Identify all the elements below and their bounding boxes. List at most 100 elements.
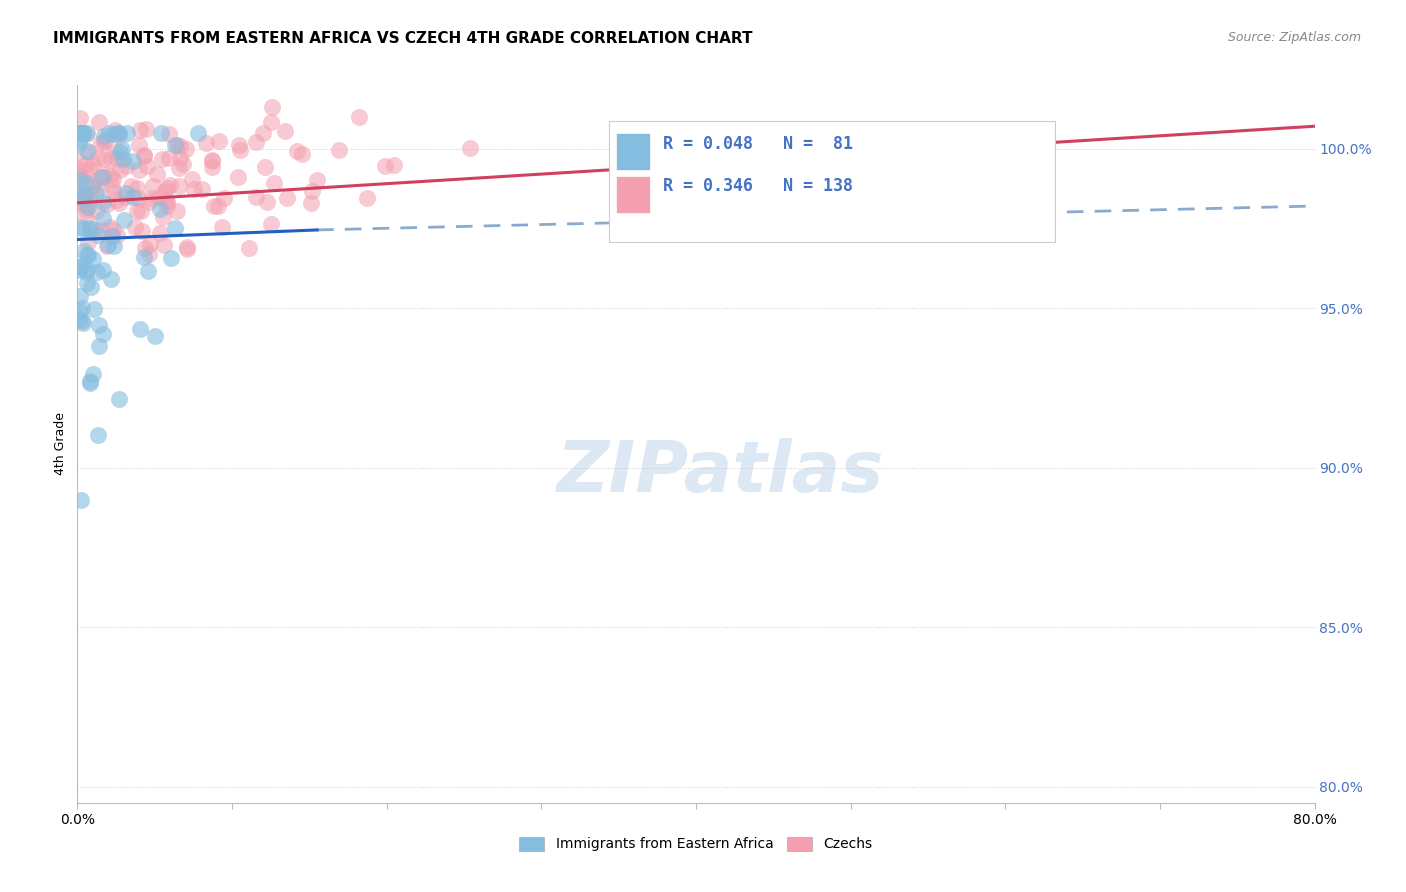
Point (91, 211, 114, 225)
Point (67, 126, 90, 140)
Point (108, 163, 131, 178)
Point (100, 168, 122, 182)
Point (101, 179, 124, 194)
Point (260, 100, 283, 114)
Point (112, 152, 135, 166)
Point (155, 195, 177, 210)
Point (94, 167, 117, 181)
Point (84, 204, 107, 219)
Text: Source: ZipAtlas.com: Source: ZipAtlas.com (1227, 31, 1361, 45)
Point (69, 186, 91, 200)
Point (328, 143, 350, 157)
Point (108, 392, 131, 406)
Point (87, 152, 110, 166)
Point (72, 221, 94, 235)
Point (256, 195, 278, 210)
Point (79, 375, 101, 389)
Point (157, 152, 180, 166)
Legend: Immigrants from Eastern Africa, Czechs: Immigrants from Eastern Africa, Czechs (515, 831, 877, 857)
Text: R = 0.048   N =  81: R = 0.048 N = 81 (662, 135, 852, 153)
Point (79, 163, 101, 178)
Point (91, 263, 114, 277)
Point (72, 244, 94, 258)
Point (73, 198, 96, 212)
Point (82, 252, 104, 266)
Point (191, 182, 214, 196)
Point (101, 172, 124, 186)
Point (104, 145, 127, 159)
Point (104, 122, 127, 136)
Point (87, 115, 110, 129)
Point (76, 235, 98, 249)
Point (115, 126, 138, 140)
Point (67, 191, 90, 205)
Point (87, 428, 110, 442)
Point (176, 142, 198, 156)
Point (91, 327, 114, 342)
Point (83, 302, 105, 317)
Point (149, 202, 172, 216)
Point (132, 149, 155, 163)
Point (208, 134, 231, 148)
Point (107, 126, 129, 140)
Point (98, 220, 121, 235)
Point (94, 133, 117, 147)
Point (96, 239, 118, 253)
Point (70, 301, 93, 316)
Point (90, 223, 112, 237)
Point (374, 159, 396, 173)
Point (129, 321, 152, 335)
Bar (616, 176, 650, 213)
Point (201, 154, 224, 169)
Point (87, 227, 110, 242)
Point (135, 159, 157, 173)
Point (245, 136, 267, 150)
Point (229, 143, 252, 157)
Point (166, 138, 188, 153)
Point (159, 178, 181, 192)
Point (69, 111, 91, 125)
Point (76, 144, 98, 158)
Point (70, 493, 93, 508)
Point (285, 144, 308, 158)
Point (69, 289, 91, 303)
Point (139, 237, 162, 252)
Point (67, 197, 90, 211)
Point (75, 202, 97, 217)
Y-axis label: 4th Grade: 4th Grade (53, 412, 67, 475)
Point (142, 178, 165, 193)
Point (72, 316, 94, 330)
Point (79, 376, 101, 390)
Point (72, 126, 94, 140)
Point (108, 145, 131, 159)
Point (276, 191, 298, 205)
Point (150, 152, 173, 166)
Text: ZIPatlas: ZIPatlas (557, 438, 884, 507)
Point (90, 136, 112, 150)
Point (263, 176, 285, 190)
Point (131, 224, 153, 238)
Point (82, 178, 104, 193)
Point (245, 190, 267, 204)
Point (136, 264, 159, 278)
Point (163, 138, 186, 153)
Point (120, 179, 142, 194)
Point (86, 265, 108, 279)
Point (260, 115, 283, 129)
Point (67, 312, 90, 326)
Point (79, 220, 101, 235)
Point (260, 217, 283, 231)
Point (100, 271, 122, 285)
Point (107, 196, 129, 211)
Point (76, 277, 98, 291)
Point (135, 121, 157, 136)
Point (97, 238, 120, 252)
Point (115, 159, 138, 173)
Point (93, 135, 115, 149)
Point (72, 126, 94, 140)
Point (82, 181, 104, 195)
Point (214, 191, 236, 205)
Point (121, 154, 143, 169)
Point (148, 190, 170, 204)
Point (176, 240, 198, 254)
